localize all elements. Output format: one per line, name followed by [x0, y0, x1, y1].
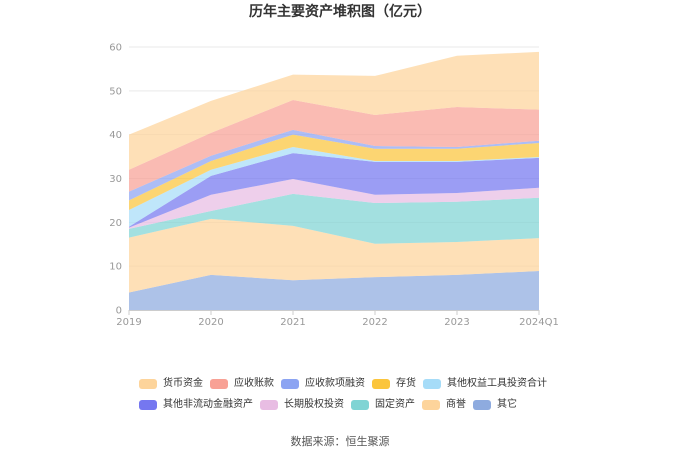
y-tick-label: 50: [109, 86, 122, 97]
legend-label: 存货: [396, 378, 416, 389]
legend-label: 货币资金: [163, 378, 203, 389]
legend-item[interactable]: 应收款项融资: [281, 377, 365, 391]
legend-label: 其他非流动金融资产: [163, 399, 253, 410]
series-area-8: [129, 218, 539, 293]
x-tick-label: 2024Q1: [519, 317, 559, 328]
legend-item[interactable]: 其他非流动金融资产: [139, 398, 253, 412]
y-tick-label: 60: [109, 43, 122, 54]
area-layers: [129, 51, 539, 310]
legend-label: 商誉: [446, 399, 466, 410]
legend-item[interactable]: 其他权益工具投资合计: [423, 377, 547, 391]
legend: 货币资金 应收账款 应收款项融资 存货 其他权益工具投资合计 其他非流动金融资产 长期股权…: [139, 377, 659, 419]
legend-label: 其他权益工具投资合计: [447, 378, 547, 389]
legend-marker: [139, 379, 157, 389]
series-area-3: [129, 134, 539, 211]
series-area-9: [129, 270, 539, 310]
x-tick-label: 2019: [116, 317, 141, 328]
legend-item[interactable]: 长期股权投资: [260, 398, 344, 412]
legend-item[interactable]: 应收账款: [210, 377, 274, 391]
legend-item[interactable]: 其它: [473, 398, 517, 412]
y-tick-label: 0: [116, 306, 122, 317]
series-area-5: [129, 153, 539, 228]
legend-marker: [281, 379, 299, 389]
legend-row: 其他非流动金融资产 长期股权投资 固定资产 商誉 其它: [139, 398, 659, 412]
y-tick-label: 30: [109, 174, 122, 185]
axes: [128, 310, 540, 315]
x-axis-labels: 2019 2020 2021 2022 2023 2024Q1: [116, 317, 559, 328]
legend-marker: [139, 400, 157, 410]
legend-marker: [351, 400, 369, 410]
legend-marker: [372, 379, 390, 389]
legend-item[interactable]: 商誉: [422, 398, 466, 412]
legend-marker: [260, 400, 278, 410]
series-area-4: [129, 146, 539, 227]
x-tick-label: 2020: [198, 317, 223, 328]
data-source-note: 数据来源：恒生聚源: [290, 435, 390, 448]
y-tick-label: 10: [109, 262, 122, 273]
legend-marker: [473, 400, 491, 410]
chart-title: 历年主要资产堆积图（亿元）: [249, 4, 431, 20]
legend-label: 应收款项融资: [305, 378, 365, 389]
legend-label: 长期股权投资: [284, 399, 344, 410]
legend-marker: [423, 379, 441, 389]
x-tick-label: 2021: [280, 317, 305, 328]
series-area-6: [129, 178, 539, 229]
legend-marker: [422, 400, 440, 410]
legend-label: 应收账款: [234, 378, 274, 389]
legend-row: 货币资金 应收账款 应收款项融资 存货 其他权益工具投资合计: [139, 377, 659, 391]
legend-item[interactable]: 存货: [372, 377, 416, 391]
series-area-0: [129, 51, 539, 170]
legend-label: 固定资产: [375, 399, 415, 410]
series-area-2: [129, 129, 539, 201]
legend-label: 其它: [497, 399, 517, 410]
y-tick-label: 40: [109, 130, 122, 141]
y-axis-labels: 0 10 20 30 40 50 60: [109, 43, 122, 317]
legend-marker: [210, 379, 228, 389]
x-tick-label: 2023: [444, 317, 469, 328]
y-tick-label: 20: [109, 218, 122, 229]
series-area-7: [129, 193, 539, 244]
legend-item[interactable]: 固定资产: [351, 398, 415, 412]
series-area-1: [129, 100, 539, 192]
legend-item[interactable]: 货币资金: [139, 377, 203, 391]
x-tick-label: 2022: [362, 317, 387, 328]
